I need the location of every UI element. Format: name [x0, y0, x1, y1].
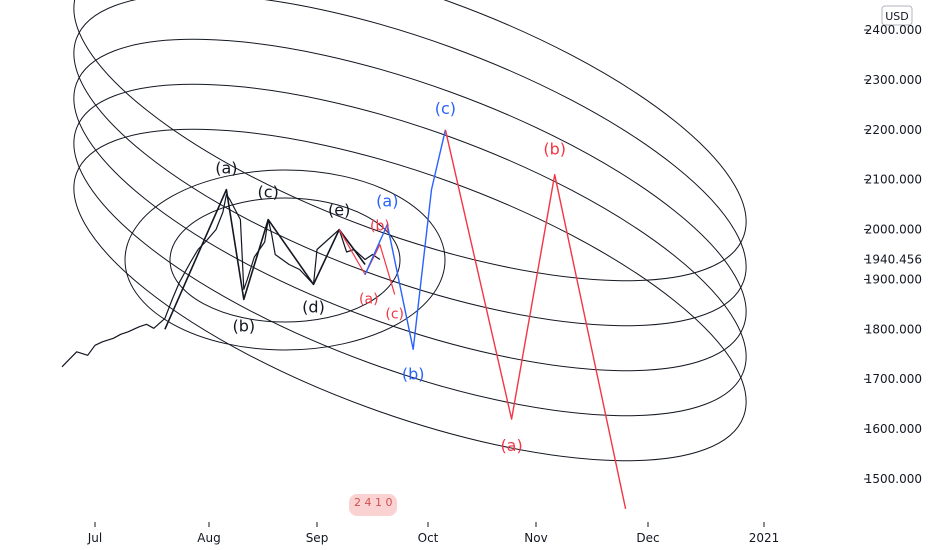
wave-labels: (a) (b) (c) (d) (e) (a) (b) (c) (a) (b) (c) (a) (b): [215, 99, 566, 455]
black-label-e: (e): [328, 201, 350, 220]
blue-wave-line: [364, 129, 447, 350]
wave-paths: [164, 129, 627, 510]
red-small-label-a: (a): [359, 291, 379, 307]
blue-label-b: (b): [402, 364, 425, 383]
time-tick-label: Sep: [306, 531, 329, 545]
projection-ellipse: [73, 83, 747, 417]
black-label-a: (a): [215, 159, 237, 178]
time-tick-label: Aug: [197, 531, 220, 545]
inner-ellipse: [169, 197, 401, 323]
red-small-wave-line: [338, 229, 396, 295]
price-tick-label: 2200.000: [865, 123, 922, 137]
red-small-label-c: (c): [385, 306, 404, 322]
price-tick-label: 2300.000: [865, 73, 922, 87]
black-label-c: (c): [258, 183, 279, 202]
time-tick-label: Oct: [418, 531, 439, 545]
price-tick-label: 1800.000: [865, 322, 922, 336]
price-line: [61, 194, 381, 368]
last-price-label: 1940.456: [865, 252, 922, 266]
blue-label-a: (a): [376, 192, 398, 211]
price-series: [61, 194, 381, 368]
projection-ellipses: [73, 0, 747, 462]
time-tick-label: Nov: [524, 531, 547, 545]
price-tick-label: 2100.000: [865, 173, 922, 187]
blue-label-c: (c): [435, 99, 456, 118]
price-tick-label: 1700.000: [865, 372, 922, 386]
price-tick-label: 2400.000: [865, 23, 922, 37]
time-axis: Jul Aug Sep Oct Nov Dec 2021: [87, 522, 780, 545]
time-tick-label: 2021: [749, 531, 780, 545]
price-tick-label: 2000.000: [865, 223, 922, 237]
price-tick-label: 1600.000: [865, 422, 922, 436]
watermark-logo: 2 4 1 0: [349, 494, 397, 516]
price-tick-label: 1500.000: [865, 472, 922, 486]
currency-label: USD: [885, 10, 909, 23]
black-label-d: (d): [302, 297, 325, 316]
projection-ellipse: [73, 38, 747, 372]
currency-box[interactable]: [881, 5, 913, 26]
projection-ellipse: [73, 0, 747, 282]
watermark-text: 2 4 1 0: [354, 496, 392, 509]
red-label-b: (b): [543, 140, 566, 159]
price-tick-label: 1900.000: [865, 272, 922, 286]
red-wave-line: [444, 129, 627, 510]
time-tick-label: Jul: [87, 531, 102, 545]
projection-ellipse: [73, 0, 747, 327]
price-axis: USD 2400.000 2300.000 2200.000 2100.000 2000…: [864, 5, 922, 486]
red-small-label-b: (b): [370, 219, 390, 235]
time-tick-label: Dec: [636, 531, 659, 545]
inner-ellipse: [124, 169, 446, 351]
red-label-a: (a): [500, 436, 522, 455]
projection-ellipse: [73, 128, 747, 462]
black-label-b: (b): [232, 316, 255, 335]
